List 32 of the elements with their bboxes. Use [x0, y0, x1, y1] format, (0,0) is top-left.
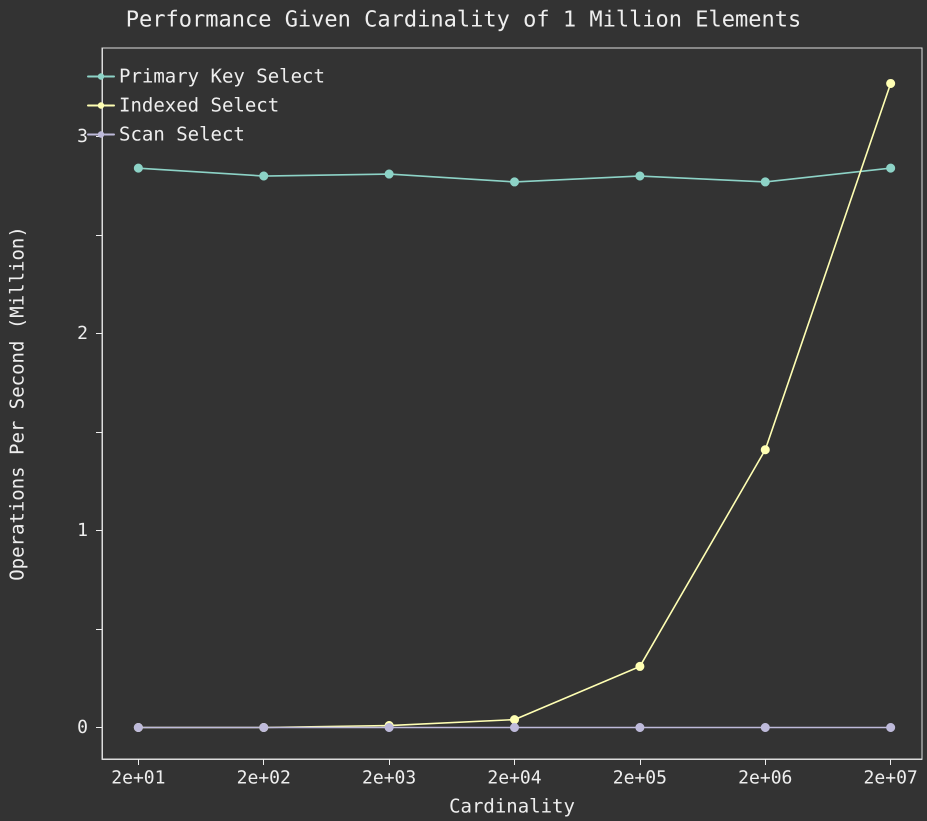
point — [886, 722, 896, 732]
point — [134, 164, 143, 173]
point — [635, 722, 644, 732]
x-tick-label: 2e+02 — [236, 768, 291, 788]
point — [259, 172, 268, 181]
point — [886, 78, 896, 88]
x-tick-label: 2e+07 — [864, 768, 918, 788]
point — [760, 445, 770, 454]
legend-label: Primary Key Select — [119, 66, 325, 88]
point — [384, 170, 394, 179]
y-tick-label: 2 — [77, 323, 88, 344]
point — [635, 662, 644, 671]
point — [760, 177, 770, 186]
point — [760, 722, 770, 732]
point — [886, 164, 896, 173]
legend-label: Indexed Select — [119, 94, 280, 116]
x-axis-title: Cardinality — [449, 796, 575, 818]
chart-title: Performance Given Cardinality of 1 Million Elements — [126, 8, 802, 32]
x-tick-label: 2e+04 — [487, 768, 542, 788]
point — [635, 172, 644, 181]
x-tick-label: 2e+01 — [111, 768, 166, 788]
legend-label: Scan Select — [119, 124, 245, 146]
x-tick-label: 2e+03 — [362, 768, 416, 788]
y-tick-label: 3 — [77, 126, 88, 148]
point — [510, 722, 520, 732]
x-tick-label: 2e+05 — [612, 768, 667, 788]
point — [510, 177, 520, 186]
x-tick-label: 2e+06 — [738, 768, 792, 788]
y-tick-label: 1 — [77, 520, 88, 542]
point — [510, 715, 520, 724]
y-axis-title: Operations Per Second (Million) — [6, 226, 28, 581]
y-tick-label: 0 — [77, 716, 88, 738]
